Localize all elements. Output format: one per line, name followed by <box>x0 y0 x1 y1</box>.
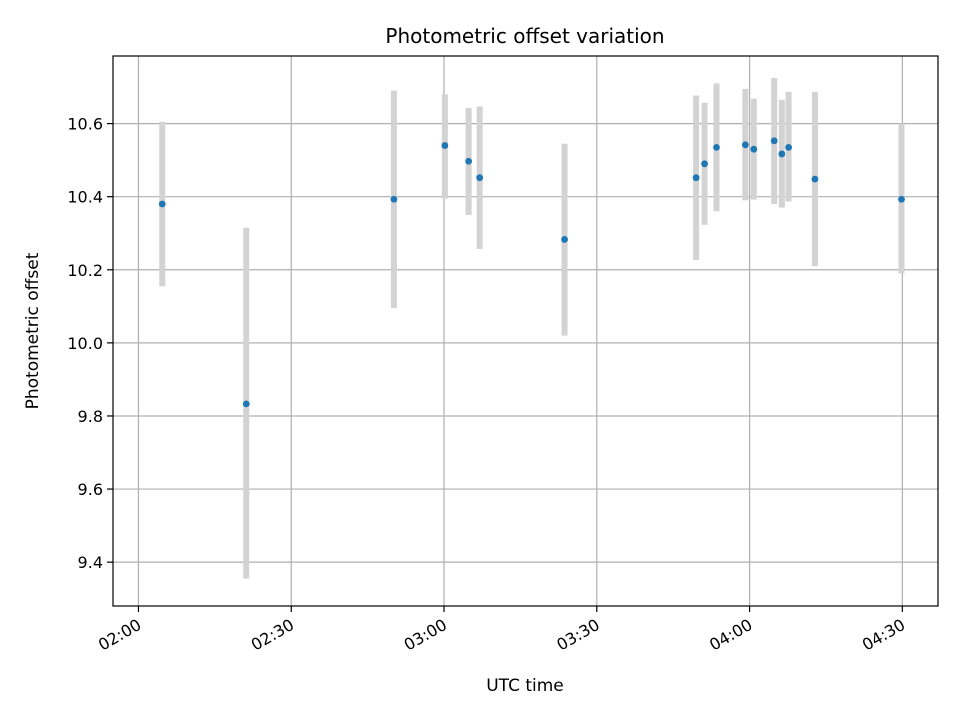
x-tick-label: 02:30 <box>248 615 297 655</box>
y-tick-label: 10.6 <box>67 115 103 134</box>
y-tick-label: 9.4 <box>78 553 103 572</box>
x-tick-label: 02:00 <box>95 615 144 655</box>
y-tick-label: 10.0 <box>67 334 103 353</box>
y-axis-label: Photometric offset <box>23 252 43 409</box>
data-point <box>811 175 819 183</box>
data-point <box>242 400 250 408</box>
x-axis-ticks: 02:00 02:30 03:00 03:30 04:00 04:30 <box>95 606 908 655</box>
y-tick-label: 10.2 <box>67 261 103 280</box>
data-point <box>441 142 449 149</box>
data-point <box>713 143 720 151</box>
data-point <box>741 141 749 149</box>
chart-title: Photometric offset variation <box>385 24 664 48</box>
data-point <box>701 160 708 168</box>
data-point <box>750 145 758 153</box>
data-point <box>465 157 473 165</box>
x-tick-label: 04:30 <box>859 615 908 655</box>
data-point <box>770 137 778 145</box>
data-point <box>692 174 700 182</box>
y-tick-label: 9.6 <box>78 480 103 499</box>
y-axis-ticks: 9.4 9.6 9.8 10.0 10.2 10.4 10.6 <box>67 115 113 572</box>
y-tick-label: 9.8 <box>78 407 103 426</box>
data-point <box>561 236 568 243</box>
y-tick-label: 10.4 <box>67 188 103 207</box>
data-points <box>158 137 905 408</box>
x-axis-label: UTC time <box>486 676 564 696</box>
error-bars <box>159 77 905 579</box>
x-tick-label: 04:00 <box>706 615 755 655</box>
data-point <box>476 174 484 182</box>
data-point <box>785 143 793 151</box>
x-tick-label: 03:30 <box>553 615 602 655</box>
x-tick-label: 03:00 <box>401 615 450 655</box>
data-point <box>898 195 905 203</box>
data-point <box>390 195 398 203</box>
plot-frame <box>112 55 939 607</box>
data-point <box>778 150 786 158</box>
data-point <box>158 200 166 208</box>
